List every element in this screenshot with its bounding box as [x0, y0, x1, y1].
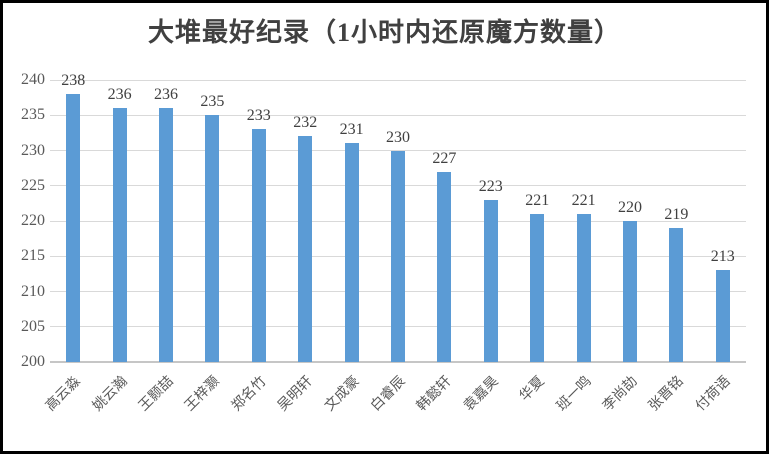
bar-value-label: 236: [107, 86, 132, 104]
bar: [437, 171, 452, 362]
bar-value-label: 221: [525, 191, 550, 209]
x-category-label: 袁嘉昊: [461, 374, 502, 415]
bar: [530, 213, 545, 362]
bar: [251, 129, 266, 362]
bar: [576, 213, 591, 362]
chart-title: 大堆最好纪录（1小时内还原魔方数量）: [147, 18, 621, 47]
y-tick-label: 205: [21, 317, 45, 335]
x-category-label: 白睿辰: [368, 374, 409, 415]
bar-value-label: 233: [246, 107, 271, 125]
bar-value-label: 235: [200, 93, 225, 111]
y-tick-label: 235: [21, 106, 45, 124]
y-tick-label: 240: [21, 71, 45, 88]
x-category-label: 付荷语: [693, 374, 734, 415]
bar-value-label: 231: [339, 121, 364, 139]
bar: [298, 136, 313, 362]
bar-value-label: 220: [618, 199, 642, 216]
y-tick-label: 210: [21, 282, 45, 300]
bar-value-label: 232: [293, 114, 318, 132]
x-category-label: 张晋铭: [646, 374, 688, 415]
bar-value-label: 223: [478, 177, 503, 195]
y-tick-label: 220: [21, 212, 45, 229]
x-category-label: 李尚劼: [600, 374, 641, 415]
x-category-label: 班一鸣: [553, 374, 595, 415]
x-category-label: 郑名竹: [229, 374, 270, 415]
bar: [159, 108, 173, 362]
bar: [391, 150, 405, 362]
bar-value-label: 219: [664, 206, 689, 224]
bar: [66, 94, 81, 362]
bar-value-label: 221: [571, 191, 596, 209]
bar: [669, 228, 684, 362]
x-category-label: 王梓灏: [182, 374, 224, 415]
bar-value-label: 230: [386, 128, 410, 146]
y-tick-label: 215: [21, 247, 45, 265]
x-category-label: 文成豪: [321, 374, 363, 415]
x-category-label: 王颢喆: [136, 374, 177, 415]
bar: [483, 199, 498, 362]
y-tick-label: 230: [21, 141, 45, 159]
bar: [344, 143, 359, 362]
y-tick-label: 225: [21, 176, 45, 194]
bar-value-label: 213: [710, 248, 735, 266]
y-tick-label: 200: [21, 353, 45, 370]
x-category-label: 吴明轩: [275, 374, 316, 415]
gridline: [50, 114, 746, 116]
x-category-label: 高云淼: [43, 374, 84, 415]
bar-value-label: 227: [432, 149, 457, 167]
x-axis-line: [50, 361, 746, 363]
bar: [112, 108, 127, 362]
bar: [623, 221, 637, 362]
x-category-label: 姚云瀚: [89, 374, 131, 415]
plot-area: 238 236 236 235 233 232 231 230 227 223 221 221 220 2…: [50, 72, 746, 363]
bar: [715, 270, 730, 362]
gridline: [50, 79, 746, 81]
x-category-label: 华夏: [517, 374, 548, 405]
bar: [205, 115, 220, 362]
bar-value-label: 238: [61, 72, 86, 90]
x-category-label: 韩懿轩: [414, 374, 456, 415]
bar-value-label: 236: [154, 86, 178, 104]
